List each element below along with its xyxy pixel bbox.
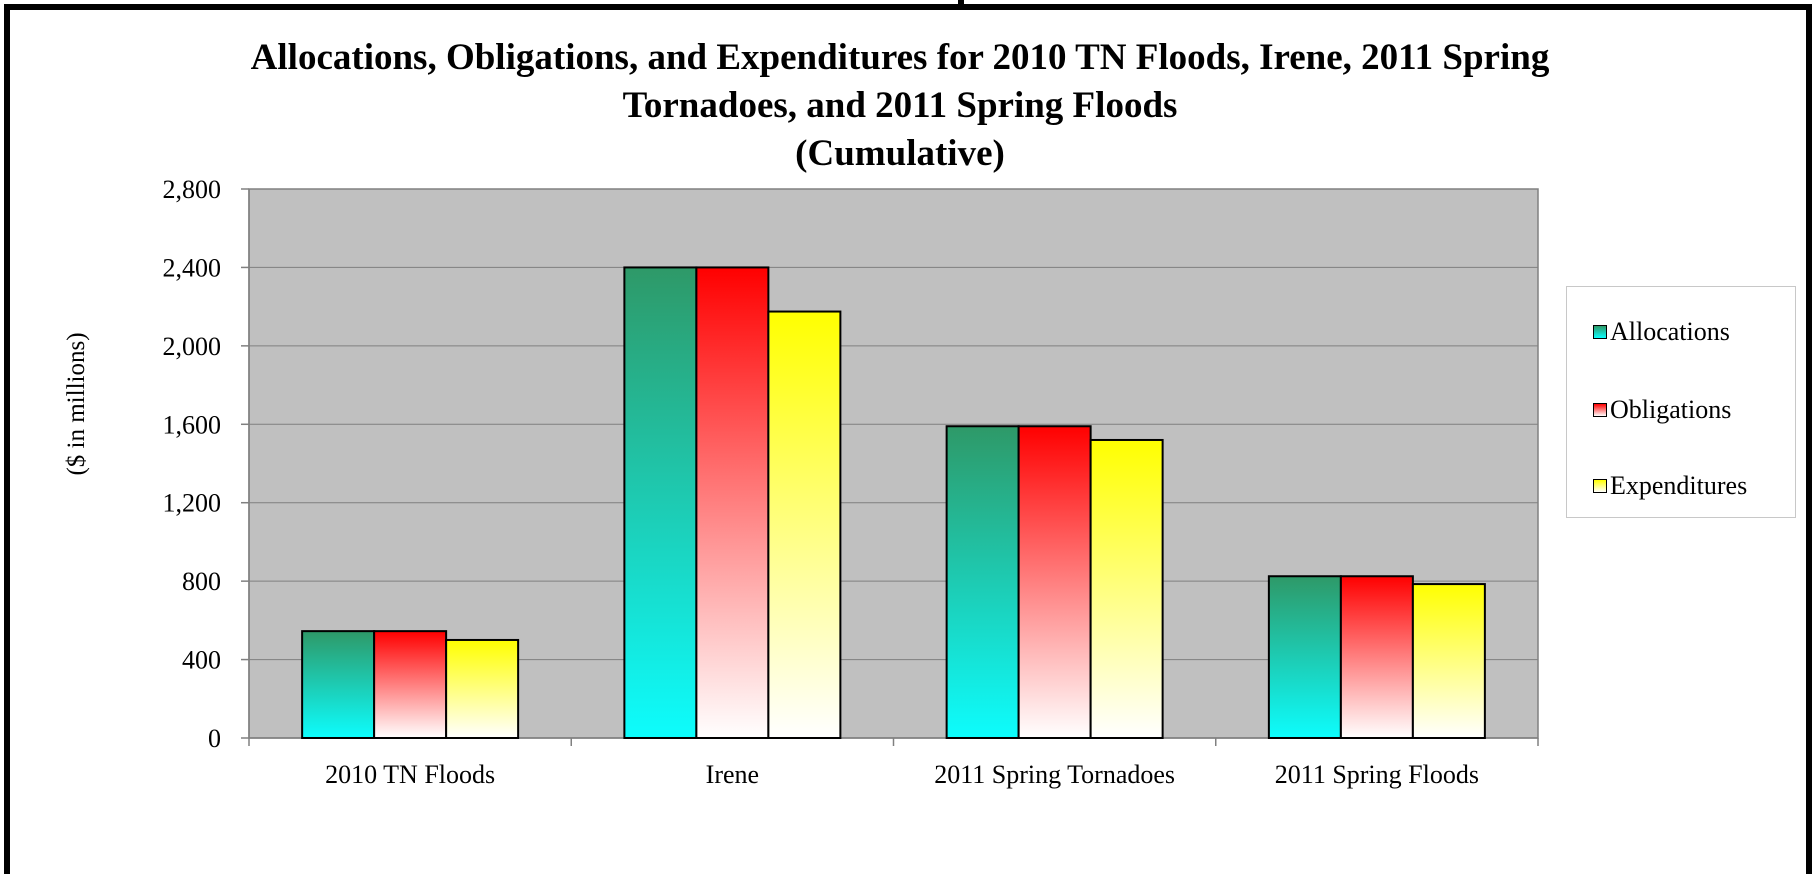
- bar-expenditures: [1089, 438, 1164, 739]
- x-tick-label: 2011 Spring Tornadoes: [934, 760, 1175, 789]
- chart-title-line-1: Allocations, Obligations, and Expenditur…: [250, 37, 1550, 78]
- x-tick-label: 2011 Spring Floods: [1275, 760, 1479, 789]
- top-edge-mark: [958, 0, 964, 4]
- legend-label: Allocations: [1610, 317, 1730, 346]
- y-tick-label: 2,400: [163, 253, 222, 282]
- y-tick-label: 2,800: [163, 175, 222, 204]
- x-tick-label: Irene: [706, 760, 759, 789]
- legend-label: Expenditures: [1610, 471, 1748, 500]
- x-tick-label: 2010 TN Floods: [325, 760, 495, 789]
- bar-allocations: [623, 266, 698, 739]
- legend-item-obligations: Obligations: [1593, 395, 1731, 425]
- legend-swatch-expenditures: [1593, 479, 1607, 493]
- legend-swatch-obligations: [1593, 403, 1607, 417]
- bar-expenditures: [445, 638, 520, 740]
- y-tick-label: 800: [182, 567, 221, 596]
- y-tick-label: 2,000: [163, 332, 222, 361]
- legend-item-allocations: Allocations: [1593, 317, 1730, 347]
- bar-obligations: [1017, 425, 1092, 739]
- chart-title: Allocations, Obligations, and Expenditur…: [210, 34, 1590, 178]
- legend-swatch-allocations: [1593, 325, 1607, 339]
- y-tick-label: 1,600: [163, 410, 222, 439]
- bar-expenditures: [767, 310, 842, 739]
- y-tick-label: 0: [208, 724, 221, 753]
- y-tick-label: 400: [182, 646, 221, 675]
- chart-title-line-3: (Cumulative): [795, 133, 1005, 174]
- legend-item-expenditures: Expenditures: [1593, 471, 1747, 501]
- bar-expenditures: [1411, 583, 1486, 739]
- legend-label: Obligations: [1610, 395, 1732, 424]
- bar-obligations: [1339, 575, 1414, 740]
- bar-allocations: [945, 425, 1020, 739]
- legend: Allocations Obligations Expenditures: [1566, 286, 1796, 518]
- bar-obligations: [695, 266, 770, 739]
- bar-allocations: [301, 630, 376, 739]
- bar-obligations: [373, 630, 448, 739]
- y-tick-label: 1,200: [163, 489, 222, 518]
- bar-allocations: [1267, 575, 1342, 740]
- chart-title-line-2: Tornadoes, and 2011 Spring Floods: [622, 85, 1178, 126]
